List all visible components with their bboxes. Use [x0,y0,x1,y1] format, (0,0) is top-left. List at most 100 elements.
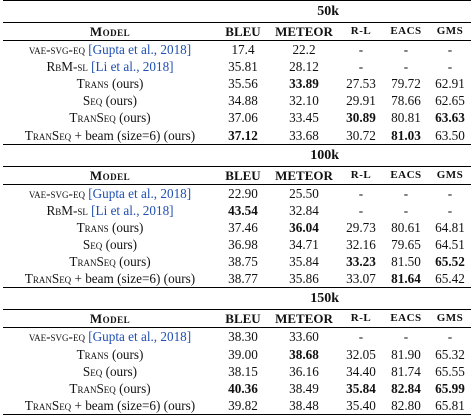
metric-cell-gms: 64.81 [435,219,465,235]
table-row: Seq (ours) 34.88 32.10 29.91 78.66 62.65 [3,92,471,109]
metric-cell-rl: - [358,59,364,75]
table-row: vae-svg-eq [Gupta et al., 2018] 17.4 22.2-… [3,40,471,59]
metric-cell-meteor: 38.49 [289,380,319,396]
table-row: Trans (ours) 37.46 36.04 29.73 80.61 64.81 [3,219,471,236]
metric-cell-meteor: 33.89 [289,76,319,92]
metric-cell-gms: - [429,183,471,202]
section-size-row: 50k [3,0,471,23]
table-row: Seq (ours) 36.98 34.71 32.16 79.65 64.51 [3,236,471,253]
metric-cell-gms: - [447,202,453,218]
metric-cell-eacs: - [383,183,429,202]
citation-link[interactable]: [Gupta et al., 2018] [88,185,192,201]
metric-cell-bleu: 37.06 [228,110,258,126]
metric-cell-gms: - [429,40,471,59]
metric-cell-rl: - [358,202,364,218]
metric-cell-rl: - [339,183,383,202]
table-row: TranSeq + beam (size=6) (ours) 38.77 35.86… [3,270,471,288]
table-header-row: Model BLEU METEOR R-L EACS GMS [3,21,471,41]
model-name-cell: Seq (ours) [3,92,217,109]
column-header-gms: GMS [429,165,471,185]
table-header-row: Model BLEU METEOR R-L EACS GMS [3,309,471,328]
model-name: TranSeq [69,254,116,270]
metric-cell-bleu: 34.88 [228,93,258,109]
metric-cell-eacs: 81.64 [391,271,421,287]
metric-cell-rl: 30.89 [346,110,376,126]
metric-cell-rl: 27.53 [346,76,376,92]
model-name-cell: Trans (ours) [3,219,217,236]
model-suffix: + beam (size=6) (ours) [71,397,196,413]
table-row: TranSeq (ours) 38.75 35.84 33.23 81.50 65.52 [3,253,471,270]
model-name-cell: vae-svg-eq [Gupta et al., 2018] [3,40,217,59]
model-name-cell: Seq (ours) [3,363,217,380]
metric-cell-rl: 32.16 [346,237,376,253]
table-row: Trans (ours) 39.00 38.68 32.05 81.90 65.32 [3,346,471,363]
metric-cell-meteor: 32.84 [289,202,319,218]
metric-cell-eacs: 78.66 [391,93,421,109]
metric-cell-meteor: 33.60 [269,327,339,346]
model-name-cell: TranSeq (ours) [3,253,217,270]
metric-cell-bleu: 35.81 [228,59,258,75]
metric-cell-bleu: 40.36 [228,380,258,396]
metric-cell-bleu: 38.30 [217,327,269,346]
model-name: Trans [76,76,109,92]
column-header-eacs: EACS [383,309,429,328]
table-row: TranSeq + beam (size=6) (ours) 37.12 33.68… [3,127,471,145]
model-name-cell: TranSeq + beam (size=6) (ours) [3,396,217,415]
model-name-cell: TranSeq (ours) [3,109,217,126]
metric-cell-meteor: 33.68 [289,127,319,143]
metric-cell-bleu: 22.90 [217,183,269,202]
metric-cell-meteor: 25.50 [269,183,339,202]
section-size-row: 150k [3,287,471,310]
metric-cell-rl: 33.07 [346,271,376,287]
metric-cell-eacs: 82.84 [391,380,421,396]
model-name: Seq [82,363,103,379]
metric-cell-eacs: - [383,327,429,346]
table-row: RbM-sl [Li et al., 2018] 35.81 28.12 - - - [3,58,471,75]
metric-cell-bleu: 17.4 [217,40,269,59]
model-name: Seq [82,93,103,109]
metric-cell-rl: - [339,327,383,346]
metric-cell-bleu: 36.98 [228,237,258,253]
metric-cell-bleu: 37.46 [228,219,258,235]
citation-link[interactable]: [Gupta et al., 2018] [88,329,192,345]
column-header-eacs: EACS [383,21,429,41]
column-header-meteor: METEOR [269,165,339,185]
metric-cell-bleu: 38.75 [228,254,258,270]
metric-cell-bleu: 38.77 [228,271,258,287]
model-name-cell: vae-svg-eq [Gupta et al., 2018] [3,327,217,346]
model-name: TranSeq [24,397,72,413]
table-row: Trans (ours) 35.56 33.89 27.53 79.72 62.91 [3,75,471,92]
column-header-rl: R-L [339,165,383,185]
model-name: TranSeq [24,271,72,287]
metric-cell-rl: 29.73 [346,219,376,235]
metric-cell-gms: 63.50 [435,127,465,143]
citation-link[interactable]: [Gupta et al., 2018] [88,42,192,58]
model-name: TranSeq [69,110,116,126]
table-row: TranSeq + beam (size=6) (ours) 39.82 38.48… [3,396,471,415]
column-header-model: Model [3,309,217,328]
column-header-model: Model [3,21,217,41]
column-header-eacs: EACS [383,165,429,185]
section-size-label: 50k [269,0,339,23]
column-header-bleu: BLEU [217,309,269,328]
metric-cell-rl: - [339,40,383,59]
model-suffix: (ours) [115,110,151,126]
model-suffix: (ours) [115,254,151,270]
model-name-cell: TranSeq + beam (size=6) (ours) [3,270,217,288]
metric-cell-eacs: - [403,202,409,218]
model-name: RbM-sl [46,202,88,218]
citation-link[interactable]: [Li et al., 2018] [91,202,174,218]
model-name-cell: RbM-sl [Li et al., 2018] [3,202,217,219]
citation-link[interactable]: [Li et al., 2018] [91,59,174,75]
metric-cell-meteor: 28.12 [289,59,319,75]
model-suffix: + beam (size=6) (ours) [71,127,196,143]
model-suffix: (ours) [108,76,144,92]
metric-cell-gms: 65.52 [435,254,465,270]
table-header-row: Model BLEU METEOR R-L EACS GMS [3,165,471,185]
model-name-cell: Seq (ours) [3,236,217,253]
model-suffix: (ours) [102,237,138,253]
metric-cell-gms: 64.51 [435,237,465,253]
column-header-gms: GMS [429,309,471,328]
metric-cell-bleu: 35.56 [228,76,258,92]
